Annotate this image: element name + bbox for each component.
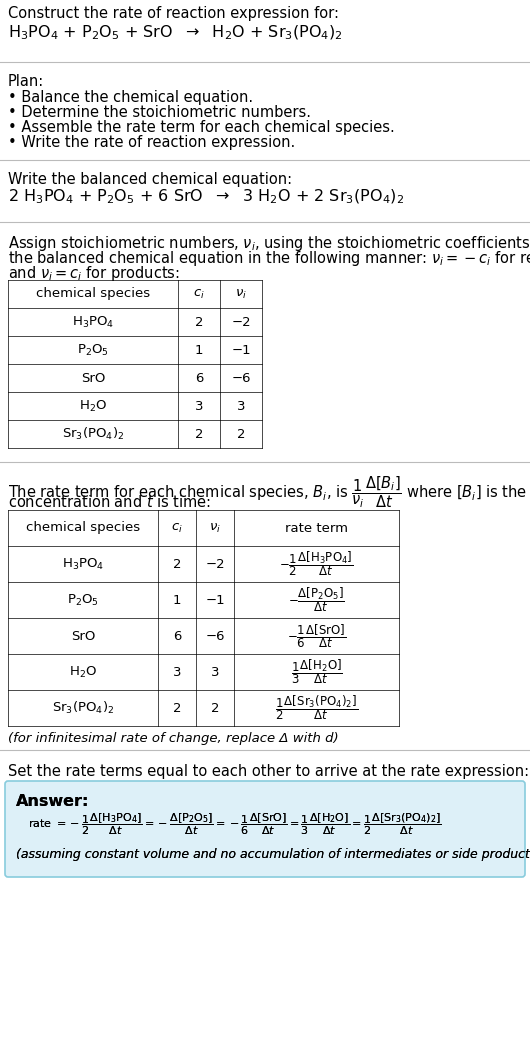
Text: • Determine the stoichiometric numbers.: • Determine the stoichiometric numbers. — [8, 105, 311, 120]
Text: $c_i$: $c_i$ — [171, 521, 183, 535]
Text: (assuming constant volume and no accumulation of intermediates or side products): (assuming constant volume and no accumul… — [16, 848, 530, 861]
Text: $\mathregular{P_2O_5}$: $\mathregular{P_2O_5}$ — [77, 342, 109, 357]
Text: rate $= -\dfrac{1}{2}\dfrac{\Delta[\mathregular{H_3PO_4}]}{\Delta t}= -\dfrac{\D: rate $= -\dfrac{1}{2}\dfrac{\Delta[\math… — [28, 812, 441, 837]
Text: $\mathregular{H_2O}$: $\mathregular{H_2O}$ — [69, 664, 97, 680]
Text: $\nu_i$: $\nu_i$ — [235, 287, 247, 301]
Text: $\mathregular{H_3PO_4}$: $\mathregular{H_3PO_4}$ — [72, 314, 114, 330]
Text: 3: 3 — [237, 400, 245, 412]
Text: 2: 2 — [173, 557, 181, 570]
Text: (assuming constant volume and no accumulation of intermediates or side products): (assuming constant volume and no accumul… — [16, 848, 530, 861]
Text: −6: −6 — [205, 630, 225, 642]
Text: −2: −2 — [231, 315, 251, 329]
Text: Plan:: Plan: — [8, 74, 44, 89]
Text: 6: 6 — [173, 630, 181, 642]
Text: $-\dfrac{\Delta[\mathregular{P_2O_5}]}{\Delta t}$: $-\dfrac{\Delta[\mathregular{P_2O_5}]}{\… — [288, 586, 345, 615]
Text: −1: −1 — [205, 593, 225, 607]
Text: chemical species: chemical species — [26, 522, 140, 535]
Text: • Write the rate of reaction expression.: • Write the rate of reaction expression. — [8, 135, 295, 150]
Text: 2 $\mathregular{H_3PO_4}$ + $\mathregular{P_2O_5}$ + 6 SrO  $\rightarrow$  3 $\m: 2 $\mathregular{H_3PO_4}$ + $\mathregula… — [8, 188, 404, 207]
Text: 1: 1 — [195, 343, 203, 356]
Text: −1: −1 — [231, 343, 251, 356]
Text: $\mathregular{H_2O}$: $\mathregular{H_2O}$ — [79, 399, 107, 413]
Text: −2: −2 — [205, 557, 225, 570]
Text: Assign stoichiometric numbers, $\nu_i$, using the stoichiometric coefficients, $: Assign stoichiometric numbers, $\nu_i$, … — [8, 234, 530, 253]
Text: $c_i$: $c_i$ — [193, 287, 205, 301]
Text: $\mathregular{Sr_3(PO_4)_2}$: $\mathregular{Sr_3(PO_4)_2}$ — [52, 699, 114, 716]
Text: 2: 2 — [195, 315, 203, 329]
Text: $\nu_i$: $\nu_i$ — [209, 521, 221, 535]
Text: • Balance the chemical equation.: • Balance the chemical equation. — [8, 90, 253, 105]
Text: and $\nu_i = c_i$ for products:: and $\nu_i = c_i$ for products: — [8, 264, 180, 283]
Text: 1: 1 — [173, 593, 181, 607]
Text: $\mathregular{Sr_3(PO_4)_2}$: $\mathregular{Sr_3(PO_4)_2}$ — [62, 426, 124, 442]
Text: concentration and $t$ is time:: concentration and $t$ is time: — [8, 494, 211, 511]
FancyBboxPatch shape — [5, 781, 525, 877]
Text: 3: 3 — [195, 400, 203, 412]
Text: $\mathregular{H_3PO_4}$ + $\mathregular{P_2O_5}$ + SrO  $\rightarrow$  $\mathreg: $\mathregular{H_3PO_4}$ + $\mathregular{… — [8, 24, 343, 43]
Text: $\dfrac{1}{2}\dfrac{\Delta[\mathregular{Sr_3(PO_4)_2}]}{\Delta t}$: $\dfrac{1}{2}\dfrac{\Delta[\mathregular{… — [275, 693, 358, 722]
Text: 2: 2 — [173, 702, 181, 714]
Text: the balanced chemical equation in the following manner: $\nu_i = -c_i$ for react: the balanced chemical equation in the fo… — [8, 250, 530, 268]
Text: rate $= -\dfrac{1}{2}\dfrac{\Delta[\mathregular{H_3PO_4}]}{\Delta t}= -\dfrac{\D: rate $= -\dfrac{1}{2}\dfrac{\Delta[\math… — [28, 812, 441, 837]
Text: 2: 2 — [237, 427, 245, 441]
Text: 6: 6 — [195, 372, 203, 384]
Text: • Assemble the rate term for each chemical species.: • Assemble the rate term for each chemic… — [8, 120, 395, 135]
Text: 2: 2 — [211, 702, 219, 714]
Text: SrO: SrO — [71, 630, 95, 642]
Text: Construct the rate of reaction expression for:: Construct the rate of reaction expressio… — [8, 6, 339, 21]
Text: $\dfrac{1}{3}\dfrac{\Delta[\mathregular{H_2O}]}{\Delta t}$: $\dfrac{1}{3}\dfrac{\Delta[\mathregular{… — [290, 658, 342, 686]
Text: The rate term for each chemical species, $B_i$, is $\dfrac{1}{\nu_i}\dfrac{\Delt: The rate term for each chemical species,… — [8, 474, 530, 509]
Text: rate term: rate term — [285, 522, 348, 535]
Text: SrO: SrO — [81, 372, 105, 384]
Text: Write the balanced chemical equation:: Write the balanced chemical equation: — [8, 172, 292, 187]
Text: (for infinitesimal rate of change, replace Δ with d): (for infinitesimal rate of change, repla… — [8, 732, 339, 745]
Text: $-\dfrac{1}{2}\dfrac{\Delta[\mathregular{H_3PO_4}]}{\Delta t}$: $-\dfrac{1}{2}\dfrac{\Delta[\mathregular… — [279, 549, 354, 578]
Text: Set the rate terms equal to each other to arrive at the rate expression:: Set the rate terms equal to each other t… — [8, 764, 529, 779]
Text: −6: −6 — [231, 372, 251, 384]
Text: 3: 3 — [211, 665, 219, 679]
Text: Answer:: Answer: — [16, 794, 90, 809]
Text: Answer:: Answer: — [16, 794, 90, 809]
Text: 2: 2 — [195, 427, 203, 441]
Text: 3: 3 — [173, 665, 181, 679]
Text: $\mathregular{P_2O_5}$: $\mathregular{P_2O_5}$ — [67, 592, 99, 608]
Text: chemical species: chemical species — [36, 287, 150, 301]
Text: $\mathregular{H_3PO_4}$: $\mathregular{H_3PO_4}$ — [62, 556, 104, 571]
Text: $-\dfrac{1}{6}\dfrac{\Delta[\mathregular{SrO}]}{\Delta t}$: $-\dfrac{1}{6}\dfrac{\Delta[\mathregular… — [287, 622, 346, 649]
